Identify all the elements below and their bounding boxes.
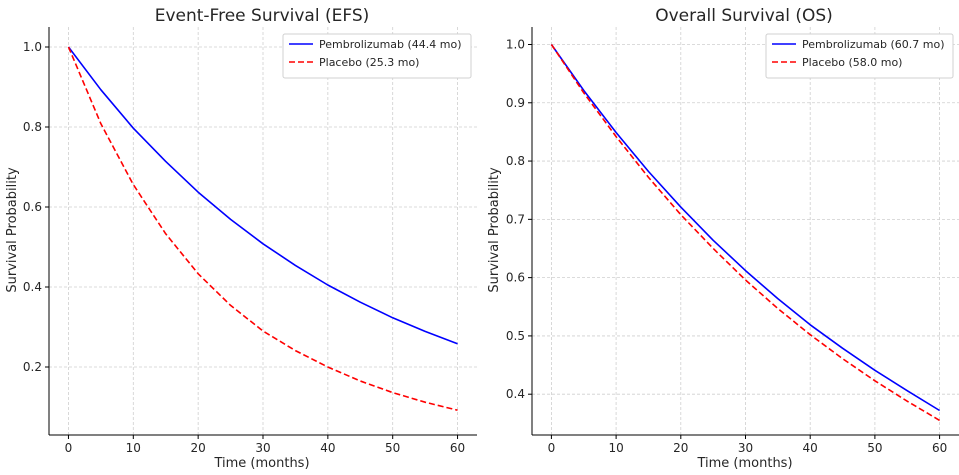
- x-tick-label: 60: [450, 441, 465, 455]
- y-tick-label: 0.6: [23, 200, 42, 214]
- x-tick-label: 50: [867, 441, 882, 455]
- x-tick-label: 20: [673, 441, 688, 455]
- x-tick-label: 10: [126, 441, 141, 455]
- legend-entry: Pembrolizumab (44.4 mo): [319, 38, 462, 51]
- ticks: 0 10 20 30 40 50 60 0.2 0.4 0.6 0.8 1.0: [23, 40, 465, 455]
- legend-entry: Placebo (58.0 mo): [802, 56, 902, 69]
- y-tick-label: 0.9: [506, 96, 525, 110]
- y-tick-label: 0.2: [23, 360, 42, 374]
- x-tick-label: 40: [320, 441, 335, 455]
- x-tick-label: 10: [608, 441, 623, 455]
- y-tick-label: 0.6: [506, 271, 525, 285]
- legend: Pembrolizumab (44.4 mo) Placebo (25.3 mo): [282, 33, 472, 79]
- x-tick-label: 40: [803, 441, 818, 455]
- chart-title: Overall Survival (OS): [655, 6, 833, 26]
- chart-title: Event-Free Survival (EFS): [155, 6, 370, 26]
- x-axis-label: Time (months): [696, 456, 792, 471]
- y-tick-label: 1.0: [23, 40, 42, 54]
- legend-frame: [765, 33, 954, 79]
- x-tick-label: 60: [932, 441, 947, 455]
- y-tick-label: 0.7: [506, 212, 525, 226]
- efs-chart: Event-Free Survival (EFS) 0 10 20 30 40 50 600…: [5, 6, 477, 471]
- x-axis-label: Time (months): [213, 456, 309, 471]
- series-lines: [550, 44, 941, 422]
- legend-entry: Pembrolizumab (60.7 mo): [802, 38, 945, 51]
- x-tick-label: 30: [255, 441, 270, 455]
- legend-frame: [282, 33, 472, 79]
- legend-entry: Placebo (25.3 mo): [319, 56, 419, 69]
- x-tick-label: 20: [191, 441, 206, 455]
- y-axis-label: Survival Probability: [487, 167, 502, 293]
- legend: Pembrolizumab (60.7 mo) Placebo (58.0 mo): [765, 33, 954, 79]
- os-chart: Overall Survival (OS) 0 10 20 30 40 50 60 0.4 0.…: [487, 6, 959, 471]
- x-tick-label: 30: [738, 441, 753, 455]
- series-lines: [67, 46, 458, 411]
- y-axis-label: Survival Probability: [5, 167, 20, 293]
- y-tick-label: 1.0: [506, 37, 525, 51]
- y-tick-label: 0.4: [23, 280, 42, 294]
- x-tick-label: 50: [385, 441, 400, 455]
- y-tick-label: 0.4: [506, 387, 525, 401]
- x-tick-label: 0: [65, 441, 73, 455]
- series-line: [67, 46, 458, 345]
- series-line: [550, 44, 941, 412]
- y-tick-label: 0.8: [23, 120, 42, 134]
- series-line: [550, 44, 941, 422]
- ticks: 0 10 20 30 40 50 60 0.4 0.5 0.6 0.7 0.8 0.9 1.0: [506, 37, 947, 455]
- grid: [532, 27, 959, 435]
- y-tick-label: 0.5: [506, 329, 525, 343]
- y-tick-label: 0.8: [506, 154, 525, 168]
- x-tick-label: 0: [548, 441, 556, 455]
